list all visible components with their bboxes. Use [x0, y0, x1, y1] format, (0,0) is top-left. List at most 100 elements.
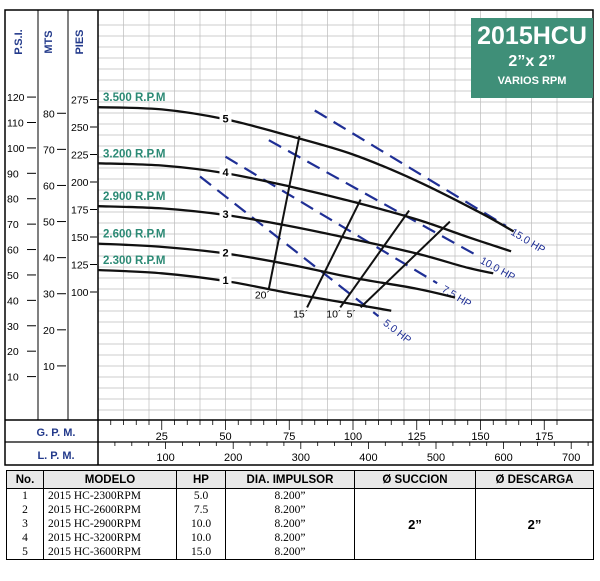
col-descarga: Ø DESCARGA: [475, 470, 594, 489]
lpm-tick-label: 200: [224, 452, 242, 464]
psi-tick-label: 70: [7, 219, 19, 231]
row-no: 5: [6, 545, 44, 560]
psi-tick-label: 20: [7, 346, 19, 358]
mts-tick-label: 50: [43, 217, 55, 229]
hp-line: [199, 175, 380, 318]
curve-number-bg: [219, 245, 232, 258]
npsh-lines: 20´ 15´ 10´ 5´: [255, 135, 451, 320]
npsh-line: [339, 210, 410, 308]
chart-frame: [4, 9, 594, 466]
chart-axes: P.S.I. MTS PIES102030405060708090100110120…: [7, 29, 589, 464]
lpm-tick-label: 500: [427, 452, 445, 464]
pies-tick-label: 200: [71, 177, 89, 189]
badge-subtitle: VARIOS RPM: [497, 75, 567, 87]
row-hp: 15.0: [176, 545, 226, 560]
col-no: No.: [6, 470, 44, 489]
curve-number-bg: [219, 165, 232, 178]
psi-tick-label: 60: [7, 245, 19, 257]
row-no: 1: [6, 488, 44, 503]
hp-line: [224, 155, 438, 285]
rpm-curve: [97, 268, 392, 312]
pies-axis-label: PIES: [74, 29, 86, 54]
lpm-tick-label: 400: [359, 452, 377, 464]
outer-frame: [4, 9, 594, 466]
psi-tick-label: 120: [7, 92, 25, 104]
pies-tick-label: 225: [71, 150, 89, 162]
psi-tick-label: 110: [7, 117, 24, 129]
npsh-line: [267, 135, 301, 289]
curve-number-bg: [219, 207, 232, 219]
row-no: 3: [6, 517, 44, 531]
gpm-axis-label: G. P. M.: [37, 427, 76, 439]
mts-tick-label: 60: [43, 180, 55, 192]
table-row: 3 2015 HC-2900RPM 10.0 8.200”: [6, 517, 594, 531]
pies-tick-label: 250: [71, 122, 89, 134]
npsh-line-label: 15´: [293, 308, 308, 320]
gpm-tick-label: 175: [535, 431, 553, 443]
pies-tick-label: 100: [71, 287, 89, 299]
psi-tick-label: 50: [7, 270, 19, 282]
psi-tick-label: 10: [7, 372, 19, 384]
spec-table: No. MODELO HP DIA. IMPULSOR Ø SUCCION Ø …: [6, 470, 594, 560]
hp-line-label: 7.5 HP: [440, 283, 474, 310]
row-modelo: 2015 HC-2300RPM: [43, 488, 177, 503]
hp-line-label: 15.0 HP: [508, 226, 547, 256]
hp-line-label: 5.0 HP: [381, 317, 414, 346]
rpm-curves: 2.300 R.P.M 1 2.600 R.P.M 2 2.900 R.P.M 3 3.20…: [97, 92, 515, 312]
table-row: 2 2015 HC-2600RPM 7.5 8.200”: [6, 503, 594, 517]
table-row: 5 2015 HC-3600RPM 15.0 8.200”: [6, 545, 594, 560]
succion-value: 2”: [354, 488, 476, 560]
chart-grid: [98, 10, 593, 420]
row-dia: 8.200”: [225, 531, 355, 545]
table-row: 4 2015 HC-3200RPM 10.0 8.200”: [6, 531, 594, 545]
gpm-tick-label: 125: [408, 431, 426, 443]
row-dia: 8.200”: [225, 488, 355, 503]
curve-number: 1: [222, 275, 228, 287]
table-row: 1 2015 HC-2300RPM 5.0 8.200” 2” 2”: [6, 488, 594, 560]
npsh-line: [306, 199, 362, 308]
curve-number: 4: [222, 167, 229, 179]
psi-tick-label: 90: [7, 168, 19, 180]
gpm-tick-label: 75: [283, 431, 295, 443]
npsh-line-label: 20´: [255, 290, 270, 302]
mts-axis-label: MTS: [43, 30, 55, 53]
row-modelo: 2015 HC-3200RPM: [43, 531, 177, 545]
col-succion: Ø SUCCION: [354, 470, 476, 489]
npsh-line-label: 10´: [326, 308, 341, 320]
rpm-curve-label: 2.900 R.P.M: [103, 191, 165, 203]
spec-table-header: No. MODELO HP DIA. IMPULSOR Ø SUCCION Ø …: [6, 470, 594, 489]
row-no: 4: [6, 531, 44, 545]
row-modelo: 2015 HC-2900RPM: [43, 517, 177, 531]
pies-tick-label: 150: [71, 232, 89, 244]
pies-tick-label: 275: [71, 95, 89, 107]
col-modelo: MODELO: [43, 470, 177, 489]
lpm-tick-label: 100: [156, 452, 174, 464]
mts-tick-label: 20: [43, 325, 55, 337]
hp-line: [268, 139, 476, 256]
badge-size: 2”x 2”: [508, 53, 556, 70]
badge-model: 2015HCU: [477, 22, 587, 50]
row-hp: 5.0: [176, 488, 226, 503]
model-badge: 2015HCU 2”x 2” VARIOS RPM: [471, 18, 593, 98]
lpm-axis-label: L. P. M.: [37, 450, 74, 462]
col-hp: HP: [176, 470, 226, 489]
pump-performance-chart: P.S.I. MTS PIES102030405060708090100110120…: [4, 9, 594, 466]
row-dia: 8.200”: [225, 517, 355, 531]
psi-tick-label: 100: [7, 143, 25, 155]
npsh-line: [359, 220, 451, 309]
rpm-curve-label: 2.600 R.P.M: [103, 229, 165, 241]
rpm-curve: [97, 162, 512, 253]
col-dia: DIA. IMPULSOR: [225, 470, 355, 489]
mts-tick-label: 10: [43, 361, 55, 373]
row-no: 2: [6, 503, 44, 517]
rpm-curve: [97, 106, 515, 233]
hp-line-label: 10.0 HP: [478, 255, 517, 284]
curve-number-bg: [219, 273, 232, 285]
lpm-tick-label: 600: [494, 452, 512, 464]
gpm-tick-label: 150: [471, 431, 489, 443]
row-modelo: 2015 HC-3600RPM: [43, 545, 177, 560]
psi-axis-label: P.S.I.: [13, 29, 25, 54]
descarga-value: 2”: [475, 488, 594, 560]
lpm-tick-label: 300: [292, 452, 310, 464]
gpm-tick-label: 50: [219, 431, 231, 443]
